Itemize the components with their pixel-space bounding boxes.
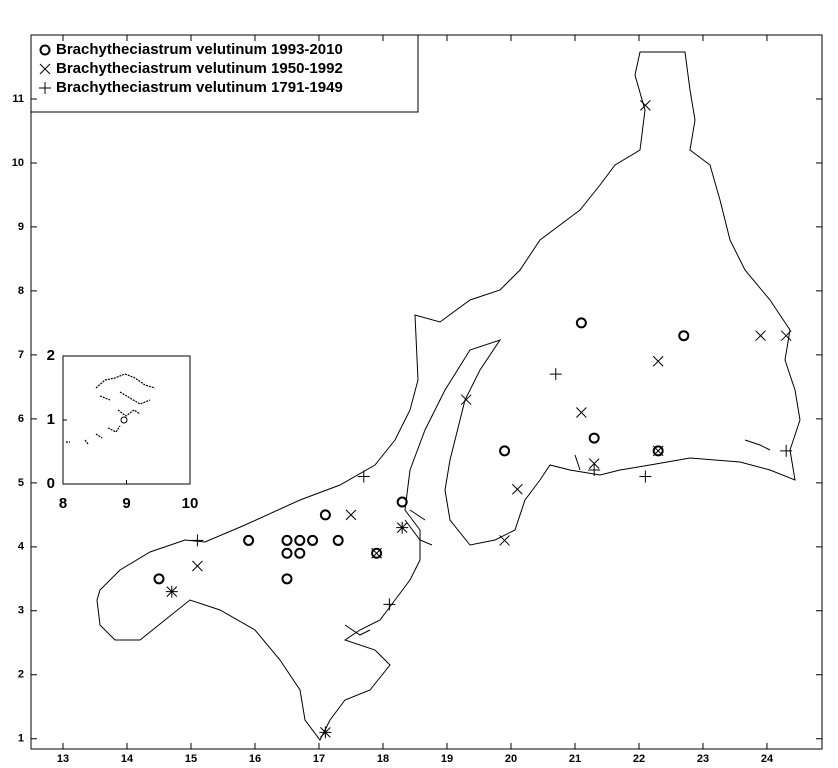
point bbox=[319, 726, 332, 739]
point bbox=[307, 534, 319, 546]
y-tick-label: 9 bbox=[18, 221, 24, 233]
point bbox=[780, 330, 792, 342]
estuary bbox=[344, 439, 771, 636]
inset-x-tick-label: 9 bbox=[122, 495, 130, 512]
inset-y-tick-label: 2 bbox=[47, 347, 55, 364]
y-tick-label: 6 bbox=[18, 413, 24, 425]
x-tick-label: 19 bbox=[441, 753, 453, 765]
x-tick-label: 15 bbox=[185, 753, 197, 765]
point bbox=[396, 496, 408, 508]
point bbox=[460, 394, 472, 406]
point bbox=[549, 368, 562, 381]
point bbox=[345, 509, 357, 521]
legend-marker bbox=[39, 82, 51, 94]
x-tick-label: 22 bbox=[633, 753, 645, 765]
inset-island bbox=[120, 416, 128, 424]
legend-marker bbox=[39, 63, 51, 75]
x-tick-label: 17 bbox=[313, 753, 325, 765]
point bbox=[165, 585, 178, 598]
point bbox=[243, 534, 255, 546]
y-tick-label: 2 bbox=[18, 669, 24, 681]
inset-x-tick-label: 10 bbox=[182, 495, 199, 512]
legend-marker bbox=[39, 44, 51, 56]
point bbox=[153, 573, 165, 585]
x-tick-label: 21 bbox=[569, 753, 581, 765]
point bbox=[576, 407, 587, 418]
x-tick-label: 20 bbox=[505, 753, 517, 765]
point bbox=[652, 445, 664, 457]
point bbox=[294, 534, 306, 546]
point bbox=[281, 534, 293, 546]
x-tick-label: 18 bbox=[377, 753, 389, 765]
inset-islands bbox=[66, 373, 156, 445]
point bbox=[281, 573, 293, 585]
point bbox=[652, 445, 664, 457]
point bbox=[588, 458, 600, 470]
point bbox=[281, 547, 293, 559]
point bbox=[575, 317, 587, 329]
y-tick-label: 10 bbox=[12, 157, 24, 169]
point bbox=[371, 547, 383, 559]
point bbox=[192, 560, 203, 572]
point bbox=[640, 100, 651, 111]
point bbox=[678, 330, 690, 342]
y-tick-label: 1 bbox=[18, 733, 24, 745]
point bbox=[780, 444, 793, 457]
point bbox=[499, 445, 511, 457]
inset-x-tick-label: 8 bbox=[59, 495, 67, 512]
point bbox=[294, 547, 306, 559]
x-tick-label: 13 bbox=[57, 753, 69, 765]
x-tick-label: 23 bbox=[697, 753, 709, 765]
x-tick-label: 16 bbox=[249, 753, 261, 765]
point bbox=[588, 464, 601, 477]
coastline bbox=[96, 51, 801, 741]
inset-y-tick-label: 0 bbox=[47, 475, 55, 492]
legend bbox=[30, 34, 419, 113]
legend-label: Brachytheciastrum velutinum 1950-1992 bbox=[56, 60, 343, 77]
legend-label: Brachytheciastrum velutinum 1791-1949 bbox=[56, 79, 343, 96]
inset-y-tick-label: 1 bbox=[47, 411, 55, 428]
point bbox=[499, 535, 510, 546]
point bbox=[512, 483, 523, 495]
x-tick-label: 14 bbox=[121, 753, 134, 765]
point bbox=[332, 534, 344, 546]
y-tick-label: 11 bbox=[12, 93, 24, 105]
y-tick-label: 3 bbox=[18, 605, 24, 617]
x-tick-label: 24 bbox=[761, 753, 774, 765]
point bbox=[755, 330, 766, 342]
point bbox=[383, 598, 396, 611]
plot-frame bbox=[30, 34, 823, 750]
point bbox=[357, 470, 370, 483]
y-tick-label: 7 bbox=[18, 349, 24, 361]
point bbox=[396, 521, 409, 534]
point bbox=[371, 547, 382, 559]
y-tick-label: 4 bbox=[18, 541, 25, 553]
point bbox=[319, 509, 331, 521]
y-tick-label: 8 bbox=[18, 285, 24, 297]
point bbox=[588, 432, 600, 444]
point bbox=[652, 355, 664, 367]
legend-label: Brachytheciastrum velutinum 1993-2010 bbox=[56, 41, 343, 58]
point bbox=[191, 534, 204, 547]
point bbox=[639, 470, 652, 483]
y-tick-label: 5 bbox=[18, 477, 24, 489]
